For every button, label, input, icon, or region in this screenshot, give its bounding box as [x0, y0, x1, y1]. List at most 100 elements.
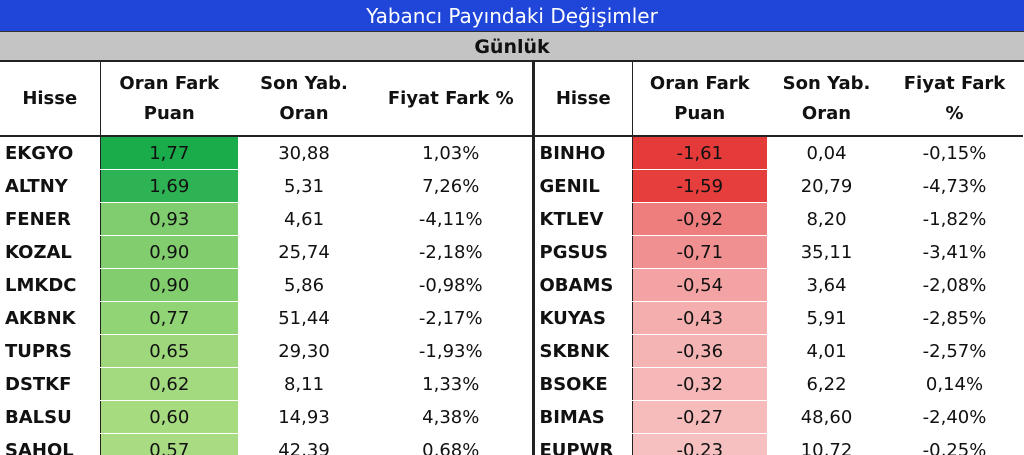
- table-row: FENER 0,93 4,61 -4,11%: [0, 202, 533, 236]
- value-cell: -2,40%: [886, 400, 1023, 434]
- value-cell: 48,60: [766, 400, 887, 434]
- value-cell: 4,38%: [370, 400, 533, 434]
- ticker-cell: PGSUS: [534, 235, 633, 269]
- value-cell: -0,43: [632, 301, 767, 335]
- value-cell: -0,36: [632, 334, 767, 368]
- table-row: GENIL -1,59 20,79 -4,73%: [534, 169, 1023, 203]
- value-cell: -0,92: [632, 202, 767, 236]
- table-row: KUYAS -0,43 5,91 -2,85%: [534, 301, 1023, 335]
- left-table: Hisse Oran Fark Puan Son Yab. Oran Fiyat Fa…: [0, 62, 535, 455]
- ticker-cell: FENER: [0, 202, 101, 236]
- ticker-cell: GENIL: [534, 169, 633, 203]
- table-row: EUPWR -0,23 10,72 -0,25%: [534, 433, 1023, 455]
- value-cell: 4,61: [238, 202, 370, 236]
- ticker-cell: BIMAS: [534, 400, 633, 434]
- ticker-cell: DSTKF: [0, 367, 101, 401]
- ticker-cell: AKBNK: [0, 301, 101, 335]
- table-row: DSTKF 0,62 8,11 1,33%: [0, 367, 533, 401]
- ticker-cell: KTLEV: [534, 202, 633, 236]
- subtitle: Günlük: [0, 32, 1024, 62]
- table-row: AKBNK 0,77 51,44 -2,17%: [0, 301, 533, 335]
- value-cell: 35,11: [766, 235, 887, 269]
- value-cell: 1,03%: [370, 136, 533, 170]
- table-row: BALSU 0,60 14,93 4,38%: [0, 400, 533, 434]
- value-cell: -1,61: [632, 136, 767, 170]
- value-cell: -0,27: [632, 400, 767, 434]
- table-row: KTLEV -0,92 8,20 -1,82%: [534, 202, 1023, 236]
- value-cell: -1,93%: [370, 334, 533, 368]
- ticker-cell: ALTNY: [0, 169, 101, 203]
- value-cell: -0,98%: [370, 268, 533, 302]
- value-cell: 42,39: [238, 433, 370, 455]
- ticker-cell: SKBNK: [534, 334, 633, 368]
- column-header: Son Yab. Oran: [766, 62, 887, 137]
- value-cell: -4,73%: [886, 169, 1023, 203]
- value-cell: 6,22: [766, 367, 887, 401]
- value-cell: 5,86: [238, 268, 370, 302]
- value-cell: -3,41%: [886, 235, 1023, 269]
- value-cell: 5,91: [766, 301, 887, 335]
- value-cell: 3,64: [766, 268, 887, 302]
- value-cell: -0,23: [632, 433, 767, 455]
- value-cell: 1,33%: [370, 367, 533, 401]
- value-cell: -0,71: [632, 235, 767, 269]
- column-header: Son Yab. Oran: [238, 62, 370, 137]
- ticker-cell: LMKDC: [0, 268, 101, 302]
- value-cell: 0,90: [100, 268, 238, 302]
- ticker-cell: SAHOL: [0, 433, 101, 455]
- title: Yabancı Payındaki Değişimler: [0, 0, 1024, 32]
- table-row: BSOKE -0,32 6,22 0,14%: [534, 367, 1023, 401]
- value-cell: 7,26%: [370, 169, 533, 203]
- value-cell: 20,79: [766, 169, 887, 203]
- value-cell: -0,25%: [886, 433, 1023, 455]
- value-cell: 0,90: [100, 235, 238, 269]
- ticker-cell: KUYAS: [534, 301, 633, 335]
- value-cell: -0,54: [632, 268, 767, 302]
- value-cell: 25,74: [238, 235, 370, 269]
- table-row: PGSUS -0,71 35,11 -3,41%: [534, 235, 1023, 269]
- value-cell: -2,08%: [886, 268, 1023, 302]
- table-row: SAHOL 0,57 42,39 0,68%: [0, 433, 533, 455]
- value-cell: 10,72: [766, 433, 887, 455]
- value-cell: 0,68%: [370, 433, 533, 455]
- value-cell: 8,11: [238, 367, 370, 401]
- table-row: KOZAL 0,90 25,74 -2,18%: [0, 235, 533, 269]
- table-row: ALTNY 1,69 5,31 7,26%: [0, 169, 533, 203]
- ticker-cell: EKGYO: [0, 136, 101, 170]
- value-cell: 0,62: [100, 367, 238, 401]
- value-cell: 0,57: [100, 433, 238, 455]
- column-header: Fiyat Fark %: [886, 62, 1023, 137]
- value-cell: 4,01: [766, 334, 887, 368]
- value-cell: 0,77: [100, 301, 238, 335]
- header-row: Hisse Oran Fark Puan Son Yab. Oran Fiyat Fa…: [534, 62, 1023, 137]
- value-cell: -2,57%: [886, 334, 1023, 368]
- table-row: OBAMS -0,54 3,64 -2,08%: [534, 268, 1023, 302]
- value-cell: 0,65: [100, 334, 238, 368]
- ticker-cell: BSOKE: [534, 367, 633, 401]
- value-cell: 0,60: [100, 400, 238, 434]
- value-cell: -2,18%: [370, 235, 533, 269]
- value-cell: 5,31: [238, 169, 370, 203]
- value-cell: -4,11%: [370, 202, 533, 236]
- value-cell: 0,04: [766, 136, 887, 170]
- value-cell: 1,69: [100, 169, 238, 203]
- header-row: Hisse Oran Fark Puan Son Yab. Oran Fiyat Fa…: [0, 62, 533, 137]
- ticker-cell: TUPRS: [0, 334, 101, 368]
- table-row: EKGYO 1,77 30,88 1,03%: [0, 136, 533, 170]
- ticker-cell: EUPWR: [534, 433, 633, 455]
- table-row: TUPRS 0,65 29,30 -1,93%: [0, 334, 533, 368]
- value-cell: -0,32: [632, 367, 767, 401]
- value-cell: -2,85%: [886, 301, 1023, 335]
- value-cell: -2,17%: [370, 301, 533, 335]
- tables: Hisse Oran Fark Puan Son Yab. Oran Fiyat Fa…: [0, 62, 1024, 455]
- right-table: Hisse Oran Fark Puan Son Yab. Oran Fiyat Fa…: [534, 62, 1023, 455]
- column-header: Oran Fark Puan: [100, 62, 238, 137]
- column-header: Oran Fark Puan: [632, 62, 767, 137]
- value-cell: 1,77: [100, 136, 238, 170]
- value-cell: 14,93: [238, 400, 370, 434]
- value-cell: -1,82%: [886, 202, 1023, 236]
- value-cell: 8,20: [766, 202, 887, 236]
- column-header: Hisse: [534, 62, 633, 137]
- ticker-cell: KOZAL: [0, 235, 101, 269]
